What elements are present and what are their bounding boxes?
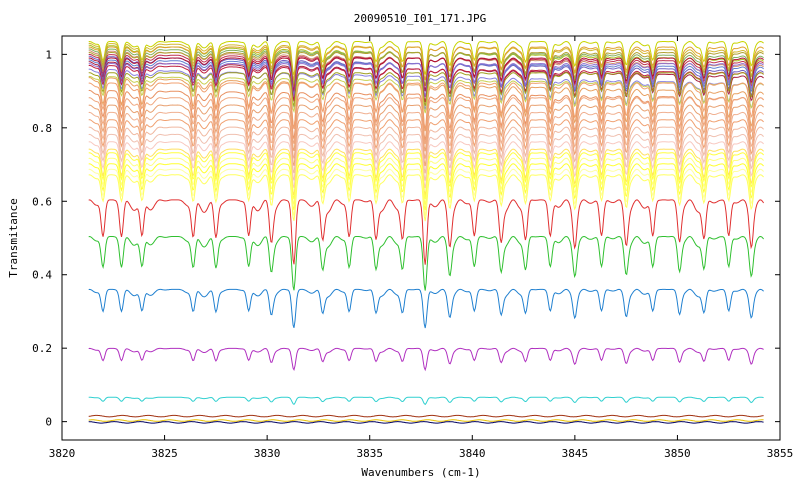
series-line xyxy=(88,119,764,167)
x-axis: 3820 3825 3830 3835 3840 3845 3850 3855 xyxy=(49,36,794,460)
series-line xyxy=(88,57,764,93)
x-tick-label: 3845 xyxy=(562,447,589,460)
x-tick-label: 3830 xyxy=(254,447,281,460)
y-tick-label: 0.8 xyxy=(32,122,52,135)
x-tick-label: 3820 xyxy=(49,447,76,460)
series-line xyxy=(88,414,764,418)
series-line xyxy=(88,72,764,108)
series-line xyxy=(88,82,764,130)
y-axis: 0 0.2 0.4 0.6 0.8 1 xyxy=(32,48,780,429)
x-tick-label: 3840 xyxy=(459,447,486,460)
series-line xyxy=(88,419,764,422)
series-line xyxy=(88,288,764,329)
plot-frame xyxy=(61,35,781,441)
series-line xyxy=(88,111,764,159)
y-axis-title: Transmitance xyxy=(7,198,20,277)
series-line xyxy=(88,421,764,424)
y-tick-label: 0.6 xyxy=(32,195,52,208)
series-line xyxy=(88,347,764,372)
series-layer xyxy=(88,40,765,424)
series-line xyxy=(88,97,764,145)
series-line xyxy=(88,133,764,181)
series-line xyxy=(88,235,764,291)
x-axis-title: Wavenumbers (cm-1) xyxy=(361,466,480,479)
series-line xyxy=(88,104,764,152)
x-tick-label: 3850 xyxy=(664,447,691,460)
x-tick-label: 3825 xyxy=(151,447,178,460)
series-line xyxy=(88,40,764,77)
series-line xyxy=(88,396,764,406)
series-line xyxy=(88,141,764,189)
x-tick-label: 3855 xyxy=(767,447,794,460)
series-line xyxy=(88,46,764,82)
chart-title: 20090510_I01_171.JPG xyxy=(354,12,486,25)
series-line xyxy=(88,75,764,114)
y-tick-label: 1 xyxy=(45,48,52,61)
y-tick-label: 0.2 xyxy=(32,342,52,355)
series-line xyxy=(88,174,764,222)
series-line xyxy=(88,126,764,174)
series-line xyxy=(88,51,764,88)
y-tick-label: 0.4 xyxy=(32,269,52,282)
series-line xyxy=(88,62,764,99)
x-tick-label: 3835 xyxy=(356,447,383,460)
y-tick-label: 0 xyxy=(45,416,52,429)
series-line xyxy=(88,199,765,265)
